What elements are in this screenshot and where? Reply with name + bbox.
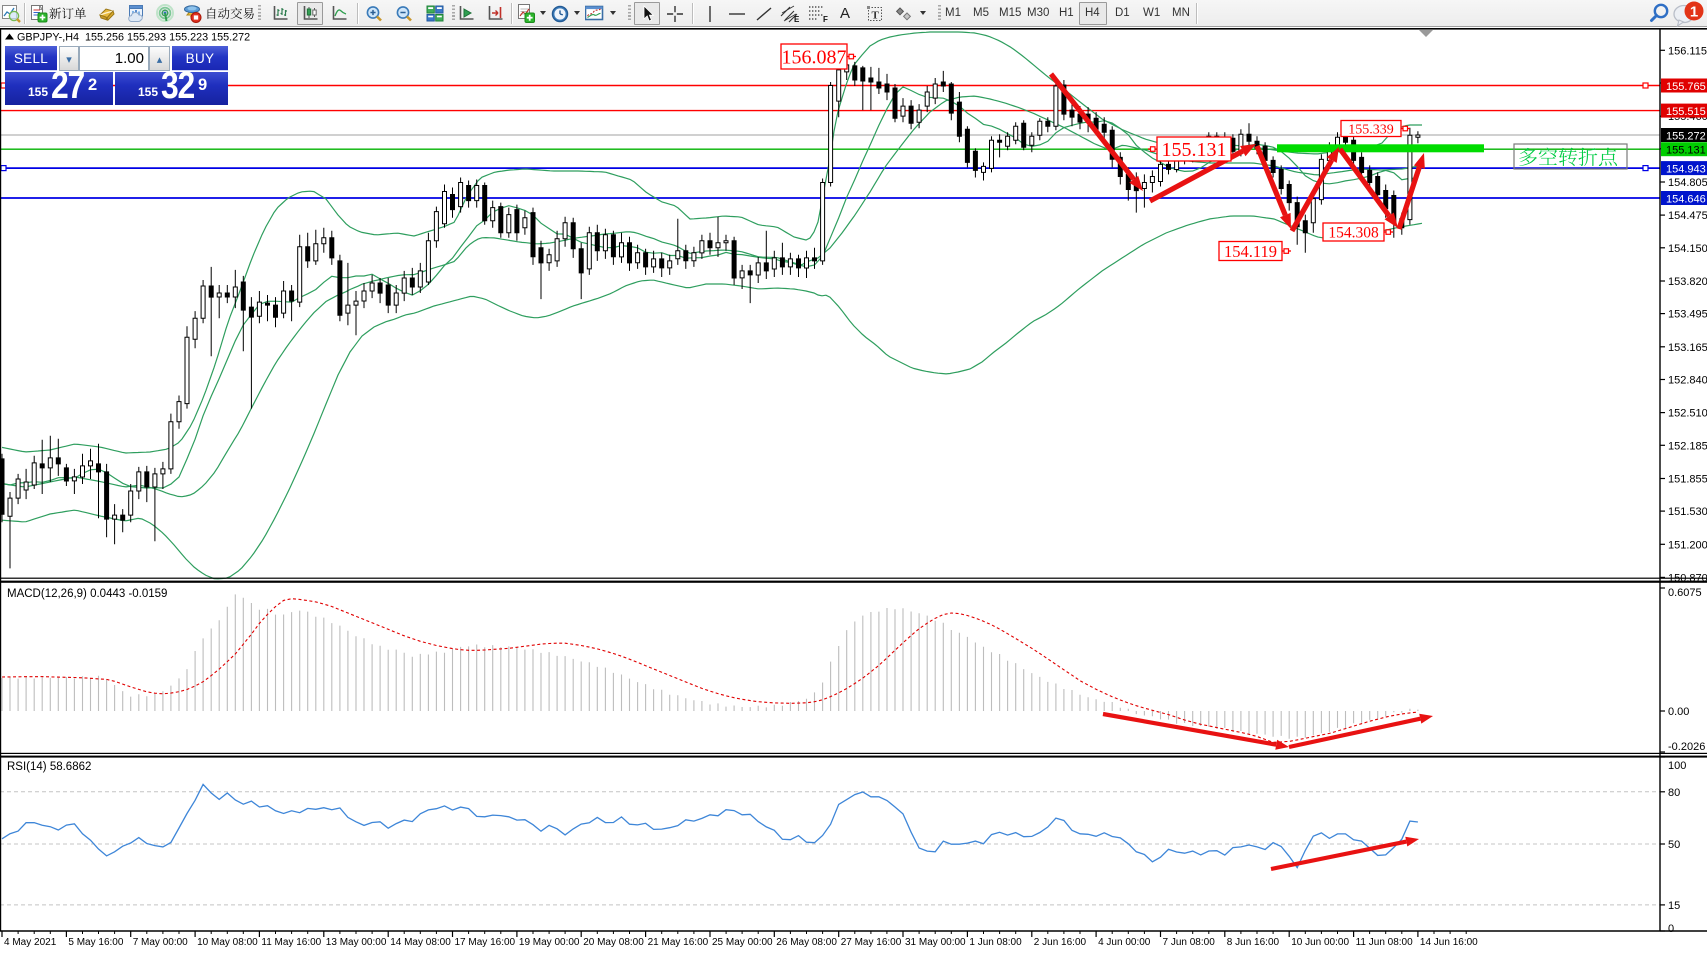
svg-text:0: 0 <box>1668 923 1674 935</box>
svg-text:7 May 00:00: 7 May 00:00 <box>133 937 188 948</box>
svg-text:154.119: 154.119 <box>1224 242 1277 261</box>
svg-text:152.840: 152.840 <box>1668 375 1707 387</box>
svg-text:150.870: 150.870 <box>1668 572 1707 584</box>
svg-text:151.530: 151.530 <box>1668 506 1707 518</box>
svg-text:154.805: 154.805 <box>1668 177 1707 189</box>
svg-text:10 May 08:00: 10 May 08:00 <box>197 937 258 948</box>
svg-text:25 May 00:00: 25 May 00:00 <box>712 937 773 948</box>
svg-text:0.6075: 0.6075 <box>1668 587 1702 599</box>
svg-text:RSI(14) 58.6862: RSI(14) 58.6862 <box>7 761 91 773</box>
svg-text:T: T <box>872 10 880 22</box>
svg-text:151.200: 151.200 <box>1668 539 1707 551</box>
svg-text:154.475: 154.475 <box>1668 210 1707 222</box>
svg-text:31 May 00:00: 31 May 00:00 <box>905 937 966 948</box>
svg-text:27 May 16:00: 27 May 16:00 <box>841 937 902 948</box>
svg-text:14 May 08:00: 14 May 08:00 <box>390 937 451 948</box>
svg-text:155.272: 155.272 <box>1666 131 1706 143</box>
svg-text:151.855: 151.855 <box>1668 474 1707 486</box>
svg-text:26 May 08:00: 26 May 08:00 <box>776 937 837 948</box>
svg-text:21 May 16:00: 21 May 16:00 <box>648 937 709 948</box>
svg-text:15: 15 <box>1668 900 1680 912</box>
svg-text:20 May 08:00: 20 May 08:00 <box>583 937 644 948</box>
svg-text:50: 50 <box>1668 839 1680 851</box>
svg-text:1 Jun 08:00: 1 Jun 08:00 <box>969 937 1022 948</box>
svg-text:154.943: 154.943 <box>1666 164 1706 176</box>
svg-text:4 Jun 00:00: 4 Jun 00:00 <box>1098 937 1151 948</box>
svg-text:-0.2026: -0.2026 <box>1668 741 1705 753</box>
svg-text:153.495: 153.495 <box>1668 309 1707 321</box>
svg-text:0.00: 0.00 <box>1668 706 1689 718</box>
svg-text:152.510: 152.510 <box>1668 408 1707 420</box>
svg-text:7 Jun 08:00: 7 Jun 08:00 <box>1163 937 1216 948</box>
svg-text:5 May 16:00: 5 May 16:00 <box>68 937 123 948</box>
svg-text:155.765: 155.765 <box>1666 81 1706 93</box>
svg-text:154.308: 154.308 <box>1328 225 1379 242</box>
svg-text:100: 100 <box>1668 760 1686 772</box>
svg-text:152.185: 152.185 <box>1668 440 1707 452</box>
svg-text:4 May 2021: 4 May 2021 <box>4 937 57 948</box>
svg-text:80: 80 <box>1668 787 1680 799</box>
svg-text:153.820: 153.820 <box>1668 276 1707 288</box>
svg-text:154.150: 154.150 <box>1668 243 1707 255</box>
svg-text:155.131: 155.131 <box>1666 145 1706 157</box>
svg-text:11 May 16:00: 11 May 16:00 <box>261 937 321 948</box>
svg-text:1: 1 <box>1690 4 1698 21</box>
svg-text:GBPJPY-,H4 155.256 155.293 15: GBPJPY-,H4 155.256 155.293 155.223 155.2… <box>17 32 250 44</box>
svg-text:8 Jun 16:00: 8 Jun 16:00 <box>1227 937 1280 948</box>
svg-text:154.646: 154.646 <box>1666 194 1706 206</box>
svg-text:153.165: 153.165 <box>1668 342 1707 354</box>
svg-text:19 May 00:00: 19 May 00:00 <box>519 937 580 948</box>
svg-text:10 Jun 00:00: 10 Jun 00:00 <box>1291 937 1349 948</box>
svg-text:156.087: 156.087 <box>782 47 847 69</box>
svg-text:E: E <box>794 15 800 24</box>
svg-text:17 May 16:00: 17 May 16:00 <box>455 937 516 948</box>
svg-text:14 Jun 16:00: 14 Jun 16:00 <box>1420 937 1478 948</box>
svg-text:155.339: 155.339 <box>1348 123 1394 138</box>
svg-text:2 Jun 16:00: 2 Jun 16:00 <box>1034 937 1087 948</box>
svg-text:155.515: 155.515 <box>1666 106 1706 118</box>
svg-text:11 Jun 08:00: 11 Jun 08:00 <box>1356 937 1414 948</box>
svg-text:156.115: 156.115 <box>1668 45 1707 57</box>
svg-text:155.131: 155.131 <box>1162 139 1227 161</box>
svg-text:F: F <box>823 15 828 24</box>
svg-text:MACD(12,26,9) 0.0443 -0.0159: MACD(12,26,9) 0.0443 -0.0159 <box>7 588 167 600</box>
svg-text:13 May 00:00: 13 May 00:00 <box>326 937 387 948</box>
